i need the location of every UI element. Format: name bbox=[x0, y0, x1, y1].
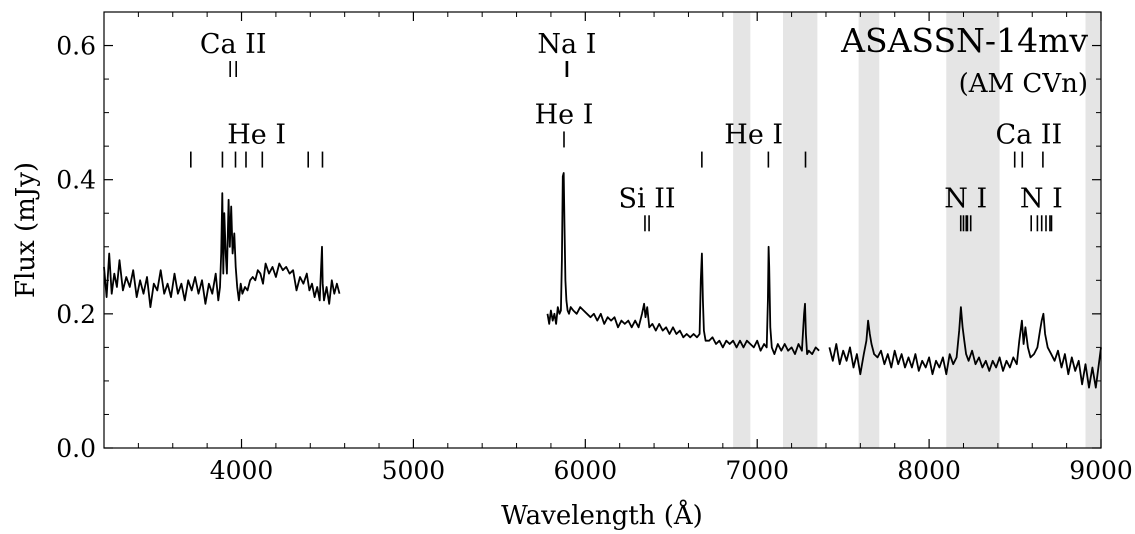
telluric-band bbox=[782, 12, 818, 448]
line-marker-label: Ca II bbox=[995, 120, 1062, 151]
spectrum-line bbox=[103, 192, 341, 309]
y-tick-label: 0.2 bbox=[56, 300, 96, 329]
y-axis-label: Flux (mJy) bbox=[11, 162, 41, 298]
telluric-bands-layer bbox=[733, 12, 1101, 448]
line-marker-label: Ca II bbox=[200, 29, 267, 60]
telluric-band bbox=[1085, 12, 1101, 448]
line-marker-label: He I bbox=[724, 120, 783, 151]
line-marker-label: Si II bbox=[618, 183, 675, 214]
axis-ticks-layer: 4000 5000 6000 7000 8000 9000 0.0 0.2 0.4 0.6 bbox=[56, 11, 1133, 485]
line-marker-label: Na I bbox=[537, 29, 596, 60]
plot-frame bbox=[103, 11, 1102, 449]
line-marker-label: N I bbox=[1020, 183, 1063, 214]
telluric-band bbox=[858, 12, 880, 448]
telluric-band bbox=[946, 12, 1000, 448]
x-axis-label: Wavelength (Å) bbox=[501, 499, 703, 531]
y-tick-label: 0.4 bbox=[56, 166, 96, 195]
chart-subtitle: (AM CVn) bbox=[959, 69, 1088, 99]
chart-title: ASASSN-14mv bbox=[840, 21, 1088, 60]
y-tick-label: 0.0 bbox=[56, 434, 96, 463]
x-tick-label: 4000 bbox=[210, 456, 274, 485]
spectrum-layer bbox=[103, 172, 1102, 389]
line-marker-label: He I bbox=[227, 120, 286, 151]
x-tick-label: 5000 bbox=[382, 456, 446, 485]
y-tick-label: 0.6 bbox=[56, 32, 96, 61]
line-marker-label: N I bbox=[944, 183, 987, 214]
x-tick-label: 7000 bbox=[725, 456, 789, 485]
line-marker-label: He I bbox=[535, 99, 594, 130]
x-tick-label: 6000 bbox=[553, 456, 617, 485]
spectrum-line bbox=[828, 306, 1102, 389]
x-tick-label: 9000 bbox=[1069, 456, 1133, 485]
line-markers-layer: Ca II Na I He I He I He I Ca II Si II N I N I bbox=[190, 29, 1063, 232]
telluric-band bbox=[733, 12, 751, 448]
spectrum-line bbox=[546, 172, 820, 356]
x-tick-label: 8000 bbox=[897, 456, 961, 485]
